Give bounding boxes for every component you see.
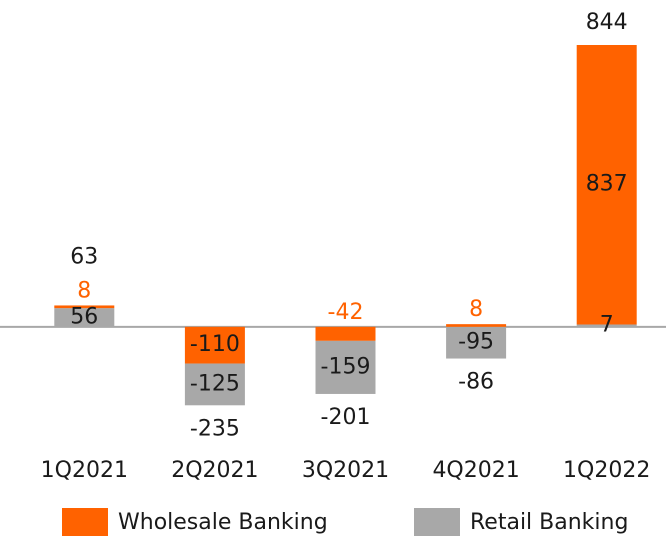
data-label: -95 bbox=[458, 330, 494, 355]
x-tick-label: 2Q2021 bbox=[171, 458, 258, 483]
bar-segment bbox=[315, 326, 376, 341]
data-label: -159 bbox=[321, 354, 371, 379]
data-label: -42 bbox=[328, 300, 364, 325]
bar-segment bbox=[576, 45, 637, 325]
x-tick-label: 3Q2021 bbox=[302, 458, 389, 483]
total-label: 63 bbox=[70, 244, 98, 269]
legend-label: Wholesale Banking bbox=[118, 510, 328, 535]
legend-label: Retail Banking bbox=[470, 510, 628, 535]
total-label: 844 bbox=[586, 10, 628, 35]
total-label: -86 bbox=[458, 370, 494, 395]
data-label: -110 bbox=[190, 332, 240, 357]
data-label: 837 bbox=[586, 172, 628, 197]
data-label: -125 bbox=[190, 371, 240, 396]
legend-swatch bbox=[414, 508, 460, 536]
bar-segment bbox=[446, 326, 507, 359]
bar-segment bbox=[184, 326, 245, 364]
data-label: 56 bbox=[70, 304, 98, 329]
data-label: 8 bbox=[77, 278, 91, 303]
x-tick-label: 1Q2022 bbox=[563, 458, 650, 483]
x-tick-label: 1Q2021 bbox=[41, 458, 128, 483]
total-label: -201 bbox=[321, 405, 371, 430]
data-label: 8 bbox=[469, 297, 483, 322]
bar-segment bbox=[54, 305, 115, 309]
bar-segment bbox=[184, 363, 245, 406]
data-label: 7 bbox=[600, 313, 614, 338]
total-label: -235 bbox=[190, 416, 240, 441]
legend-swatch bbox=[62, 508, 108, 536]
bar-segment bbox=[576, 324, 637, 327]
x-tick-label: 4Q2021 bbox=[432, 458, 519, 483]
bar-segment bbox=[315, 340, 376, 394]
bar-segment bbox=[54, 308, 115, 327]
bar-segment bbox=[446, 324, 507, 327]
